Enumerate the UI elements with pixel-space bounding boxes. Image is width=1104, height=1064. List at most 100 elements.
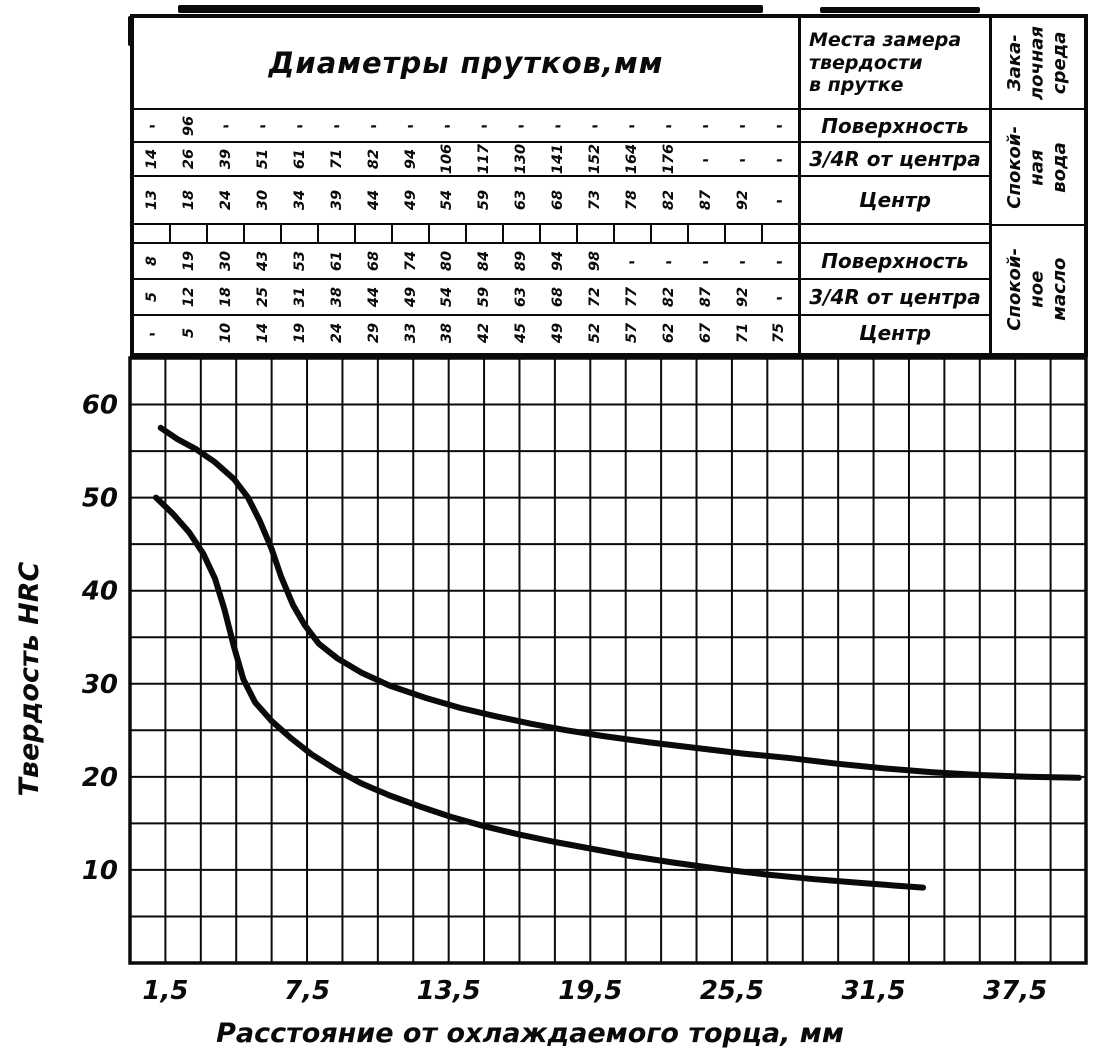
separator-tick-cell [393, 225, 430, 242]
scan-artifact-top-right [820, 7, 980, 13]
diameter-cell: 14 [245, 323, 282, 343]
table-title: Диаметры прутков,мм [268, 46, 664, 80]
diameter-cell: 44 [355, 287, 392, 307]
measure-place-label-text: 3/4R от центра [809, 285, 981, 309]
diameter-cell: 59 [466, 287, 503, 307]
diameter-cell: 74 [392, 251, 429, 271]
diameter-dash: - [481, 116, 488, 135]
diameter-cell: - [466, 116, 503, 135]
measure-place-header-line: в прутке [809, 74, 904, 97]
diameter-cell: 38 [318, 287, 355, 307]
diameter-cell: 62 [650, 323, 687, 343]
diameter-cell: - [650, 252, 687, 271]
diameter-cell: 176 [650, 144, 687, 174]
diameter-dash: - [518, 116, 525, 135]
separator-tick-cell [504, 225, 541, 242]
diameter-row-oil-2: - 5 10 14 19 24 29 33 38 42 45 49 52 57 62 67 71 75 [134, 314, 798, 350]
diameter-value: 117 [476, 143, 493, 175]
diameter-dash: - [665, 251, 673, 271]
water-quench-curve [157, 424, 1082, 781]
diameter-cell: 106 [429, 144, 466, 174]
diameter-cell: 30 [208, 251, 245, 271]
separator-tick-cell [467, 225, 504, 242]
diameter-cell: 87 [687, 190, 724, 210]
separator-tick-cell [356, 225, 393, 242]
diameter-value: 49 [550, 322, 567, 344]
separator-tick-cell [430, 225, 467, 242]
diameter-value: 71 [734, 322, 751, 344]
diameter-value: 68 [550, 189, 567, 211]
diameter-dash: - [554, 116, 562, 135]
diameter-cell: 141 [540, 144, 577, 174]
diameter-value: 18 [181, 189, 198, 211]
diameter-dash: - [222, 116, 230, 135]
diameter-cell: - [318, 116, 355, 135]
diameter-cell: 59 [466, 190, 503, 210]
diameter-value: 61 [292, 148, 308, 170]
diameter-cell: - [245, 116, 282, 135]
x-tick-label: 37,5 [983, 976, 1047, 1006]
diameter-cell: 78 [614, 190, 651, 210]
diameter-cell: - [577, 116, 614, 135]
diameter-row-oil-0: 8 19 30 43 53 61 68 74 80 84 89 94 98 - - - - - [134, 242, 798, 278]
diameter-value: 25 [255, 286, 272, 308]
diameter-cell: 87 [687, 287, 724, 307]
diameter-cell: - [355, 116, 392, 135]
diameter-dash: - [776, 190, 783, 210]
separator-tick-cell [541, 225, 578, 242]
diameter-cell: 80 [429, 251, 466, 271]
measure-place-label-text: Центр [859, 188, 931, 212]
diameter-cell: - [134, 324, 171, 343]
diameter-value: 106 [439, 143, 456, 175]
diameter-value: 29 [365, 322, 382, 344]
diameter-value: 38 [439, 322, 456, 344]
diameter-value: 57 [624, 322, 641, 344]
diameter-dash: - [739, 116, 747, 135]
diameter-cell: 5 [134, 289, 171, 305]
diameter-cell: 89 [503, 251, 540, 271]
diameter-cell: - [761, 150, 798, 169]
measure-place-label: 3/4R от центра [801, 278, 989, 314]
separator-tick-cell [245, 225, 282, 242]
diameter-value: 51 [255, 148, 272, 170]
diameter-row-water-1: 14 26 39 51 61 71 82 94 106 117 130 141 152 164 176 - - - [134, 141, 798, 175]
x-axis-title: Расстояние от охлаждаемого торца, мм [216, 1018, 844, 1049]
y-tick-label: 20 [82, 763, 118, 793]
diameter-value: 24 [328, 322, 345, 344]
diameter-cell: 164 [614, 144, 651, 174]
diameter-dash: - [665, 116, 673, 135]
diameter-value: 94 [550, 250, 567, 272]
diameter-cell: 54 [429, 190, 466, 210]
diameter-cell: 49 [392, 189, 429, 211]
measure-place-header-line: Места замера [809, 28, 962, 51]
quench-medium-oil-text: Спокой- ное масло [1004, 247, 1071, 331]
diameter-value: 42 [476, 322, 493, 344]
diameter-value: 49 [402, 286, 419, 308]
diameter-cell: 61 [282, 148, 319, 170]
diameter-value: 49 [402, 189, 419, 211]
diameter-value: 34 [292, 189, 308, 211]
diameter-cell: 5 [171, 325, 208, 341]
diameter-dash: - [776, 251, 783, 271]
y-tick-label: 40 [81, 577, 118, 607]
x-tick-label: 1,5 [142, 976, 188, 1006]
diameter-cell: 54 [429, 287, 466, 307]
diameter-value: 84 [476, 250, 493, 272]
y-tick-label: 10 [82, 856, 118, 886]
diameter-value: 77 [624, 286, 641, 308]
diameter-cell: 92 [724, 287, 761, 307]
diameter-value: 10 [218, 322, 235, 344]
diameter-cell: 18 [171, 189, 208, 211]
separator-tick-cell [615, 225, 652, 242]
diameter-value: 61 [328, 250, 345, 272]
diameter-dash: - [776, 116, 783, 135]
diameter-cell: 82 [650, 287, 687, 307]
diameter-value: 24 [218, 189, 235, 211]
measure-place-label: Поверхность [801, 242, 989, 278]
diameter-cell: 18 [208, 287, 245, 307]
diameter-value: 33 [402, 322, 419, 344]
diameter-cell: 82 [650, 190, 687, 210]
diameter-cell: 51 [245, 148, 282, 170]
diameter-value: 96 [181, 115, 198, 136]
diameter-cell: 84 [466, 250, 503, 272]
